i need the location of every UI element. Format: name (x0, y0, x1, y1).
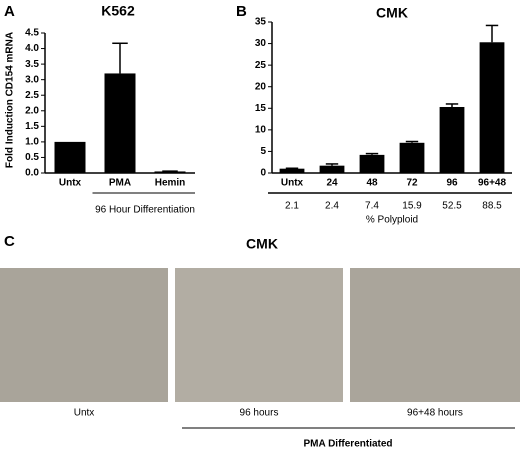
image-label: Untx (74, 408, 95, 419)
group-label: PMA Differentiated (303, 439, 392, 450)
y-tick-label: 0.5 (25, 152, 39, 163)
bar (359, 154, 385, 173)
row-value: 15.9 (402, 201, 422, 212)
image-label: 96+48 hours (407, 408, 463, 419)
bar (479, 42, 505, 173)
y-tick-label: 35 (255, 17, 267, 28)
y-tick-label: 1.5 (25, 121, 39, 132)
x-tick-label: 96+48 (478, 178, 507, 189)
x-tick-label: 24 (326, 178, 338, 189)
row-value: 88.5 (482, 201, 502, 212)
x-tick-label: Untx (281, 178, 304, 189)
y-tick-label: 30 (255, 38, 267, 49)
y-tick-label: 2.0 (25, 105, 39, 116)
y-tick-label: 4.5 (25, 28, 39, 39)
image-label: 96 hours (240, 408, 279, 419)
y-tick-label: 4.0 (25, 43, 39, 54)
y-tick-label: 3.0 (25, 74, 39, 85)
panel-title: CMK (246, 236, 278, 252)
micrograph (175, 268, 343, 402)
chart-title: K562 (101, 3, 135, 19)
panel-letter: C (4, 233, 15, 250)
bar (399, 142, 425, 173)
y-tick-label: 0.0 (25, 168, 39, 179)
y-axis-label: Fold Induction CD154 mRNA (5, 32, 16, 168)
x-tick-label: 72 (406, 178, 418, 189)
bar (279, 168, 305, 173)
y-tick-label: 3.5 (25, 59, 39, 70)
chart-title: CMK (376, 5, 408, 21)
row-value: 2.1 (285, 201, 299, 212)
bar (319, 165, 345, 173)
y-tick-label: 10 (255, 124, 267, 135)
y-tick-label: 0 (260, 168, 266, 179)
micrograph (0, 268, 168, 402)
bar (104, 73, 136, 173)
micrograph (350, 268, 520, 402)
panel-letter: B (236, 3, 247, 20)
y-tick-label: 2.5 (25, 90, 39, 101)
y-tick-label: 25 (255, 60, 267, 71)
row-value: 7.4 (365, 201, 379, 212)
row-value: 52.5 (442, 201, 462, 212)
bar (154, 171, 186, 173)
row-value: 2.4 (325, 201, 339, 212)
panel-letter: A (4, 3, 15, 20)
row-label: % Polyploid (366, 215, 418, 226)
x-tick-label: 48 (366, 178, 378, 189)
y-tick-label: 20 (255, 81, 267, 92)
bar (54, 141, 86, 173)
group-label: 96 Hour Differentiation (95, 205, 195, 216)
y-tick-label: 5 (260, 146, 266, 157)
x-tick-label: Hemin (155, 178, 186, 189)
y-tick-label: 15 (255, 103, 267, 114)
x-tick-label: Untx (59, 178, 82, 189)
y-tick-label: 1.0 (25, 137, 39, 148)
bar (439, 106, 465, 173)
x-tick-label: 96 (446, 178, 458, 189)
x-tick-label: PMA (109, 178, 131, 189)
